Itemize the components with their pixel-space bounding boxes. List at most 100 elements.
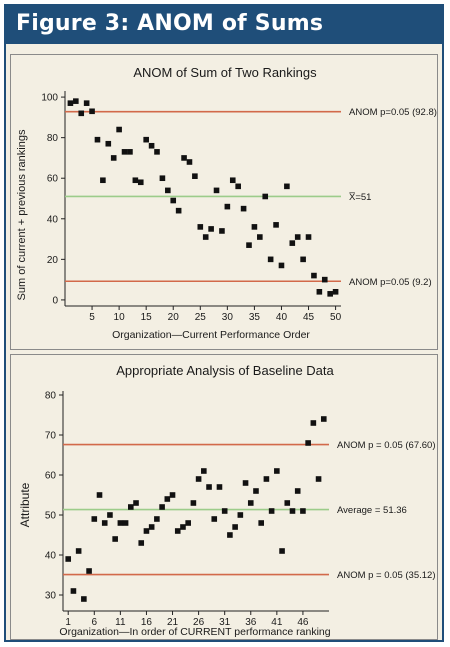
data-point <box>133 500 139 506</box>
data-point <box>186 159 193 165</box>
data-point <box>294 488 301 494</box>
chart-panel-baseline-data: Appropriate Analysis of Baseline Data Or… <box>10 354 438 640</box>
data-point <box>105 140 112 147</box>
x-tick-label: 10 <box>114 312 126 323</box>
data-point <box>159 504 165 510</box>
x-tick-label: 35 <box>249 312 261 323</box>
data-point <box>91 516 98 522</box>
x-tick-label: 40 <box>276 312 288 323</box>
data-point <box>268 508 275 514</box>
data-point <box>181 155 187 161</box>
data-point <box>278 262 285 269</box>
data-point <box>122 520 129 526</box>
data-point <box>132 177 139 184</box>
figure-frame: Figure 3: ANOM of Sums ANOM of Sum of Tw… <box>4 4 444 642</box>
data-point <box>253 488 259 494</box>
data-point <box>221 508 228 514</box>
data-point <box>110 155 117 161</box>
data-point <box>216 484 223 490</box>
data-point <box>206 484 212 490</box>
data-point <box>73 98 79 104</box>
data-point <box>294 234 301 240</box>
data-point <box>137 179 144 186</box>
data-point <box>169 492 176 498</box>
data-point <box>112 536 118 542</box>
y-tick-label: 60 <box>45 471 57 482</box>
data-point <box>96 492 103 498</box>
y-tick-label: 20 <box>47 255 59 266</box>
y-tick-label: 40 <box>47 214 59 225</box>
chart-panel-sum-rankings: ANOM of Sum of Two Rankings Organization… <box>10 54 438 350</box>
x-tick-label: 20 <box>168 312 180 323</box>
x-tick-label: 45 <box>303 312 315 323</box>
data-point <box>289 240 296 246</box>
data-point <box>315 476 322 482</box>
x-tick-label: 46 <box>297 617 309 628</box>
x-axis-label: Organization—In order of CURRENT perform… <box>59 626 330 638</box>
data-point <box>300 256 306 263</box>
data-point <box>211 516 218 522</box>
data-point <box>232 524 238 530</box>
data-point <box>267 256 274 263</box>
y-tick-label: 30 <box>45 591 57 602</box>
x-tick-label: 26 <box>193 617 205 628</box>
data-point <box>213 187 220 194</box>
data-point <box>127 149 133 155</box>
chart-title: ANOM of Sum of Two Rankings <box>133 65 317 80</box>
y-tick-label: 80 <box>47 133 59 144</box>
data-point <box>251 224 258 230</box>
chart-baseline-data: Appropriate Analysis of Baseline Data Or… <box>18 363 435 638</box>
x-tick-label: 11 <box>115 617 126 628</box>
x-tick-label: 36 <box>245 617 257 628</box>
data-point <box>229 177 236 184</box>
x-tick-label: 50 <box>330 312 342 323</box>
data-point <box>70 588 77 594</box>
data-point <box>305 440 311 446</box>
x-tick-label: 25 <box>195 312 207 323</box>
data-point <box>86 568 92 574</box>
data-point <box>240 205 247 212</box>
data-point <box>316 289 323 295</box>
data-point <box>327 291 333 297</box>
data-point <box>83 100 90 106</box>
y-tick-label: 0 <box>52 295 58 306</box>
data-point <box>174 528 181 534</box>
data-point <box>320 416 327 422</box>
data-point <box>175 207 182 214</box>
reference-line-label: Average = 51.36 <box>337 505 407 516</box>
y-tick-label: 50 <box>45 511 57 522</box>
data-point <box>100 177 106 184</box>
data-point <box>190 500 197 506</box>
data-point <box>148 524 155 530</box>
data-point <box>279 548 285 554</box>
data-point <box>117 520 124 526</box>
y-tick-label: 80 <box>45 391 57 402</box>
data-point <box>332 289 339 295</box>
data-point <box>65 556 72 562</box>
y-axis-label: Sum of current + previous rankings <box>16 129 28 300</box>
chart-title: Appropriate Analysis of Baseline Data <box>116 363 334 378</box>
data-point <box>257 234 263 240</box>
data-point <box>170 197 177 204</box>
x-axis-label: Organization—Current Performance Order <box>112 329 310 341</box>
reference-line-label: ANOM p=0.05 (92.8) <box>349 107 437 118</box>
data-point <box>224 203 231 210</box>
data-point <box>101 520 108 526</box>
reference-line-label: ANOM p=0.05 (9.2) <box>349 277 432 288</box>
data-point <box>75 548 82 554</box>
data-point <box>258 520 264 526</box>
data-point <box>192 173 198 179</box>
y-tick-label: 70 <box>45 431 57 442</box>
x-tick-label: 21 <box>167 617 179 628</box>
data-point <box>195 476 202 482</box>
data-point <box>235 183 241 190</box>
data-point <box>116 126 122 133</box>
data-point <box>208 226 214 232</box>
reference-line-label: ANOM p = 0.05 (67.60) <box>337 440 435 451</box>
x-tick-label: 41 <box>271 617 283 628</box>
data-point <box>154 516 160 522</box>
data-point <box>164 496 171 502</box>
data-point <box>81 596 87 602</box>
x-tick-label: 31 <box>219 617 231 628</box>
y-tick-label: 100 <box>41 93 58 104</box>
